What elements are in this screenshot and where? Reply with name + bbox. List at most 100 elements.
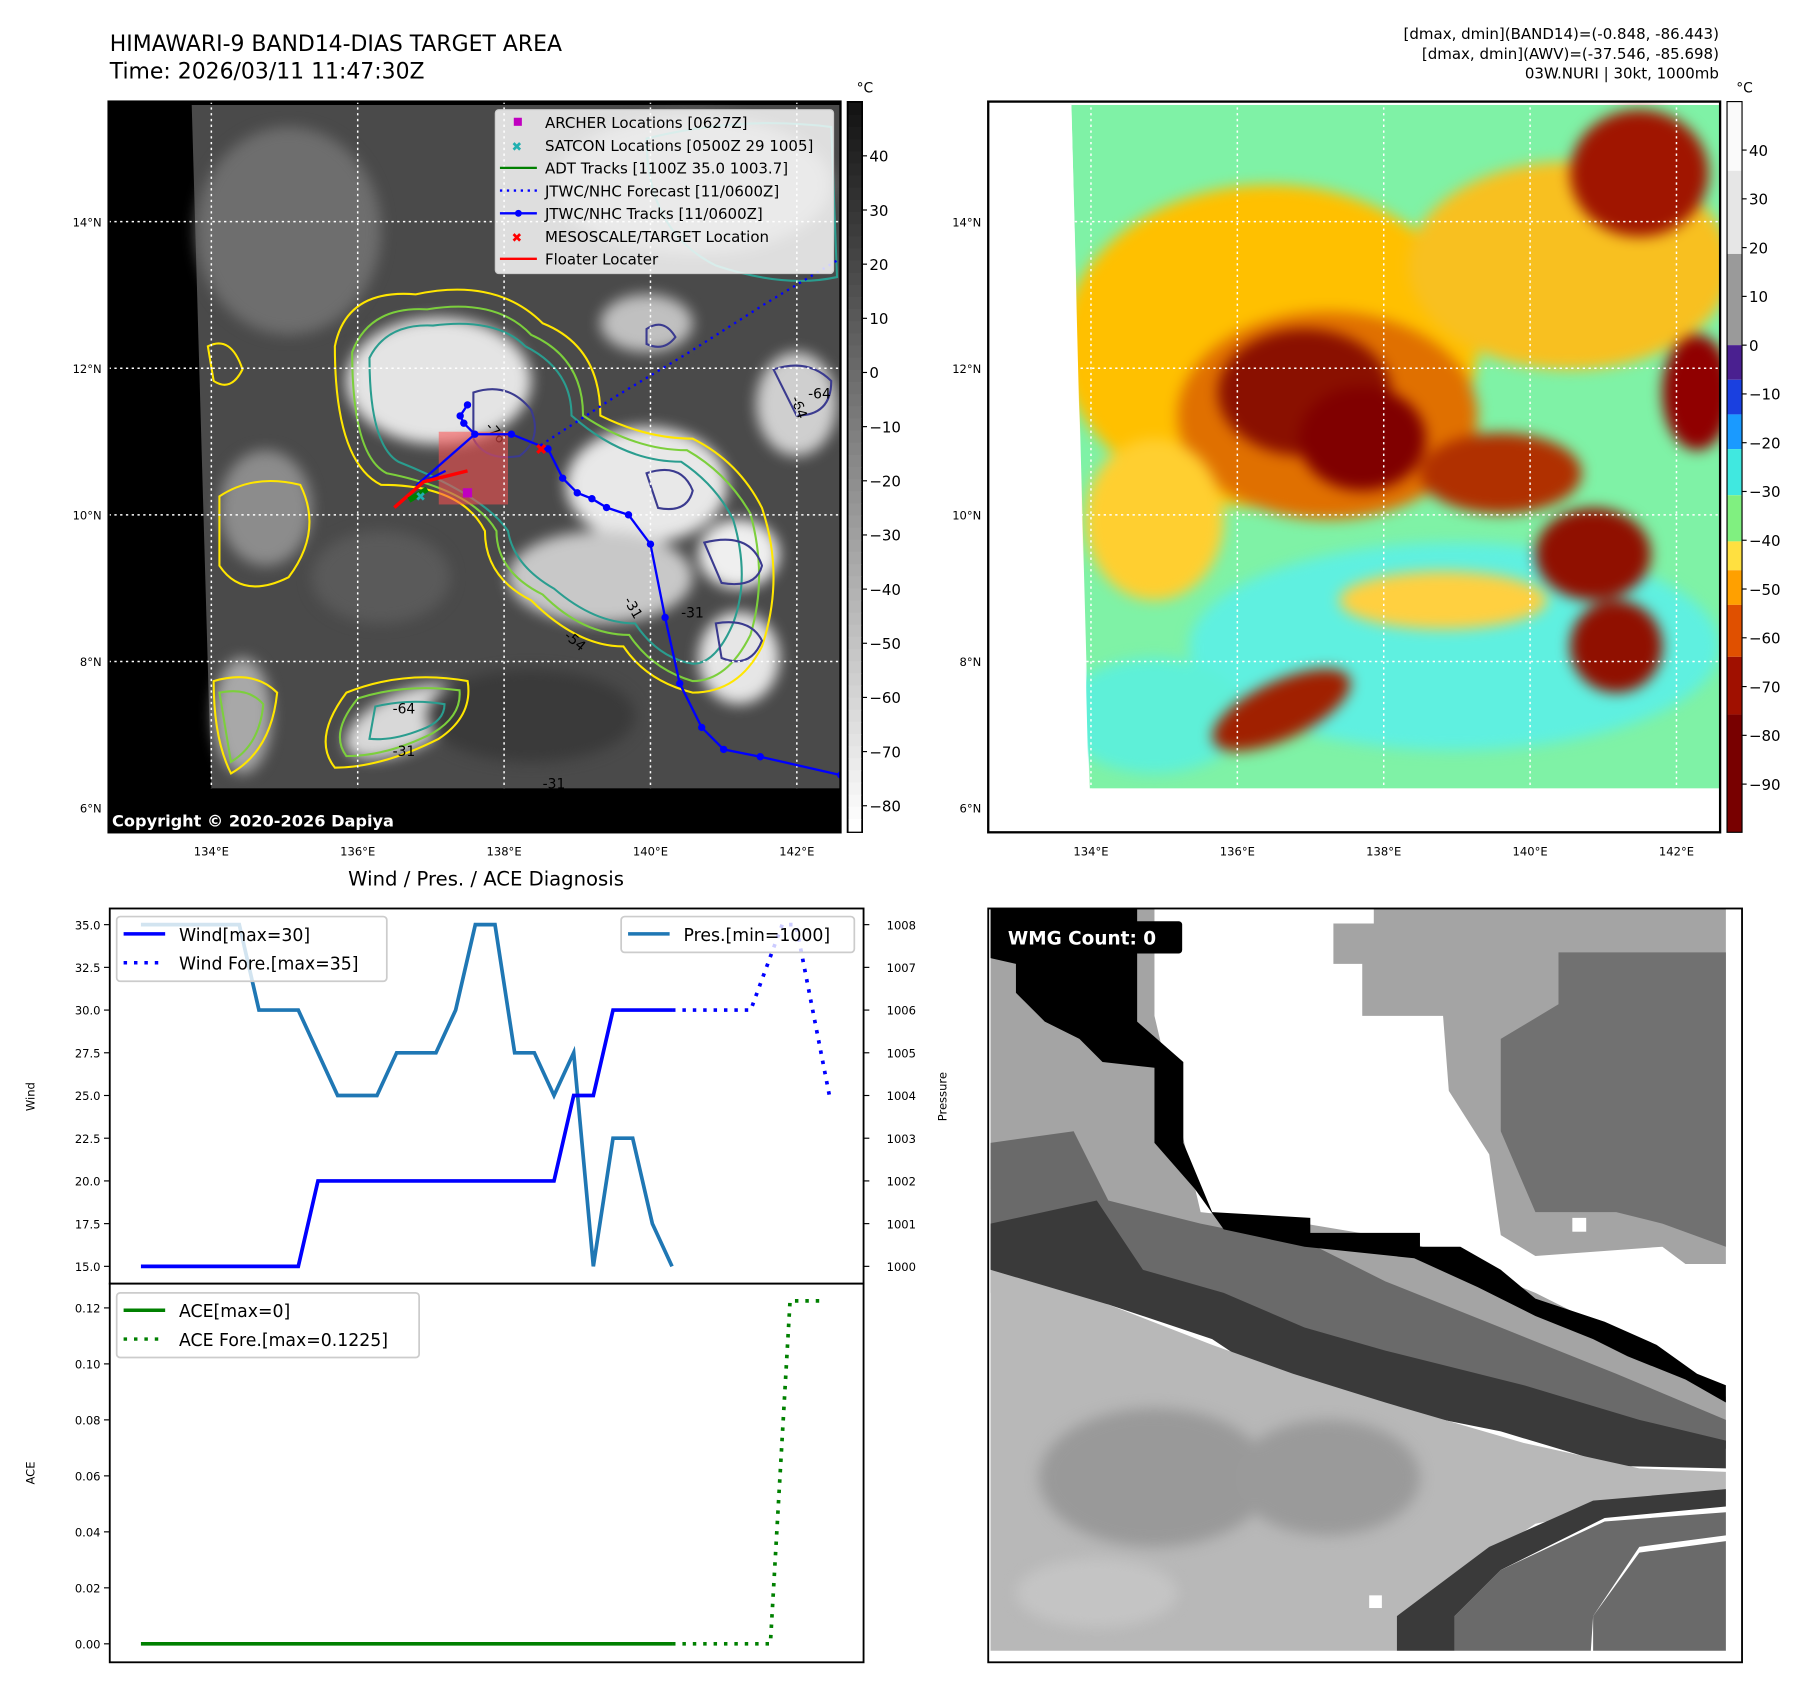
wind-tick-label: 25.0	[75, 1089, 101, 1103]
figure-time: Time: 2026/03/11 11:47:30Z	[109, 59, 425, 84]
legend-label: MESOSCALE/TARGET Location	[545, 228, 769, 246]
colorbar-tick-label: −40	[1749, 532, 1781, 550]
colorbar-band14-step	[848, 466, 862, 480]
x-legend-icon: ✖	[511, 230, 522, 245]
ace-tick-label: 0.02	[75, 1581, 101, 1595]
wmg-panel: WMG Count: 0	[988, 908, 1743, 1663]
wind-forecast-line	[672, 922, 832, 1096]
track-point	[624, 511, 633, 519]
satcon-marker: ✖	[415, 489, 426, 504]
colorbar-band14-step	[848, 624, 862, 638]
colorbar-tick-label: −20	[1749, 434, 1781, 452]
colorbar-band14-step	[848, 697, 862, 711]
colorbar-tick-label: −80	[1749, 727, 1781, 745]
chart-legend-label: ACE[max=0]	[179, 1302, 290, 1322]
ace-tick-label: 0.00	[75, 1637, 101, 1651]
lon-tick-label: 138°E	[487, 844, 522, 858]
contour-label: -64	[393, 701, 416, 717]
wind-tick-label: 30.0	[75, 1004, 101, 1018]
colorbar-band14-step	[848, 503, 862, 517]
track-point	[646, 540, 655, 548]
colorbar-tick-label: −80	[869, 798, 901, 816]
colorbar-tick-label: −70	[869, 743, 901, 761]
lon-tick-label: 136°E	[340, 844, 375, 858]
pressure-tick-label: 1007	[887, 961, 916, 975]
wind-tick-label: 17.5	[75, 1217, 101, 1231]
diagnosis-chart: 15.0 17.5 20.0 22.5 25.0 27.5 30.0 32.5 35.0 1000…	[75, 915, 916, 1651]
ace-tick-label: 0.04	[75, 1525, 101, 1539]
cloud-blobs	[196, 115, 838, 774]
legend-label: ARCHER Locations [0627Z]	[545, 114, 748, 132]
map-tick-labels: 134°E 136°E 138°E 140°E 142°E 14°N 12°N 10°N 8°N…	[73, 215, 1694, 858]
colorbar-band14-step	[848, 418, 862, 432]
wind-line	[140, 1008, 673, 1269]
contour-label: -31	[543, 776, 566, 792]
track-point	[507, 430, 516, 438]
pressure-tick-label: 1001	[887, 1217, 916, 1231]
colorbar-band14-step	[848, 151, 862, 165]
wmg-label-bg	[999, 921, 1183, 954]
colorbar-tick-label: −60	[1749, 630, 1781, 648]
chart-legend-label: Pres.[min=1000]	[683, 926, 830, 946]
lat-tick-label: 8°N	[80, 655, 102, 669]
colorbar-band14-step	[848, 212, 862, 225]
legend-label: ADT Tracks [1100Z 35.0 1003.7]	[545, 160, 788, 178]
colorbar-tick-label: 20	[1749, 239, 1768, 257]
colorbar-band14-step	[848, 114, 862, 128]
colorbar-band14-step	[848, 369, 862, 383]
diagnosis-title: Wind / Pres. / ACE Diagnosis	[348, 867, 624, 890]
colorbar-band14-step	[848, 394, 862, 407]
colorbar-band14-step	[848, 576, 862, 590]
legend-label: Floater Locater	[545, 251, 659, 269]
legend-box	[494, 109, 835, 275]
colorbar-tick-label: −50	[1749, 581, 1781, 599]
colorbar-tick-label: 20	[869, 256, 888, 274]
colorbar-band14-step	[848, 539, 862, 553]
wind-tick-label: 15.0	[75, 1260, 101, 1274]
colorbar-band14-step	[848, 709, 862, 723]
colorbar-tick-label: −30	[869, 527, 901, 545]
chart-legend-label: Wind Fore.[max=35]	[179, 955, 358, 975]
lon-tick-label: 142°E	[779, 844, 814, 858]
colorbar-band14-step	[848, 284, 862, 298]
colorbar-band14-step	[848, 564, 862, 577]
wind-tick-label: 20.0	[75, 1175, 101, 1189]
awv-blobs	[1062, 109, 1721, 774]
colorbar-band14-step	[848, 782, 862, 796]
legend-label: JTWC/NHC Forecast [11/0600Z]	[544, 182, 779, 200]
pressure-tick-label: 1008	[887, 918, 916, 932]
colorbar-band14-step	[848, 806, 862, 820]
colorbar-tick-label: 10	[1749, 288, 1768, 306]
storm-info: 03W.NURI | 30kt, 1000mb	[1525, 64, 1719, 82]
x-legend-icon: ✖	[511, 139, 522, 154]
colorbar-tick-label: 30	[869, 202, 888, 220]
colorbar-tick-label: −60	[869, 689, 901, 707]
archer-marker	[462, 488, 473, 498]
colorbar-band14-step	[848, 673, 862, 687]
colorbar-band14-step	[848, 272, 862, 286]
colorbar-tick-label: −10	[1749, 386, 1781, 404]
pressure-tick-label: 1005	[887, 1046, 916, 1060]
band14-map: -76 -64 -31 -31 -54 -64 -31 -31 -64 ✖✖ C…	[108, 101, 841, 833]
map-legend: ARCHER Locations [0627Z] ✖ SATCON Location…	[494, 109, 835, 275]
colorbar-band14-step	[848, 333, 862, 347]
colorbar-band14-step	[848, 491, 862, 505]
colorbar-band14-step	[848, 187, 862, 201]
track-point	[676, 679, 684, 688]
contour-label: -31	[393, 744, 416, 760]
track-point	[588, 495, 596, 503]
colorbar-band14-step	[848, 600, 862, 614]
lon-tick-label: 134°E	[1073, 844, 1108, 858]
wind-axis-label: Wind	[24, 1082, 38, 1111]
lon-tick-label: 136°E	[1220, 844, 1255, 858]
colorbar-band14-step	[848, 163, 862, 177]
track-point	[698, 723, 706, 732]
legend-label: SATCON Locations [0500Z 29 1005]	[545, 137, 813, 155]
archer-legend-icon	[513, 117, 522, 126]
chart-legend-box	[115, 915, 388, 983]
pressure-tick-label: 1002	[887, 1175, 916, 1189]
lon-tick-label: 138°E	[1366, 844, 1401, 858]
lat-tick-label: 10°N	[73, 508, 102, 522]
colorbar-band14-step	[848, 746, 862, 759]
